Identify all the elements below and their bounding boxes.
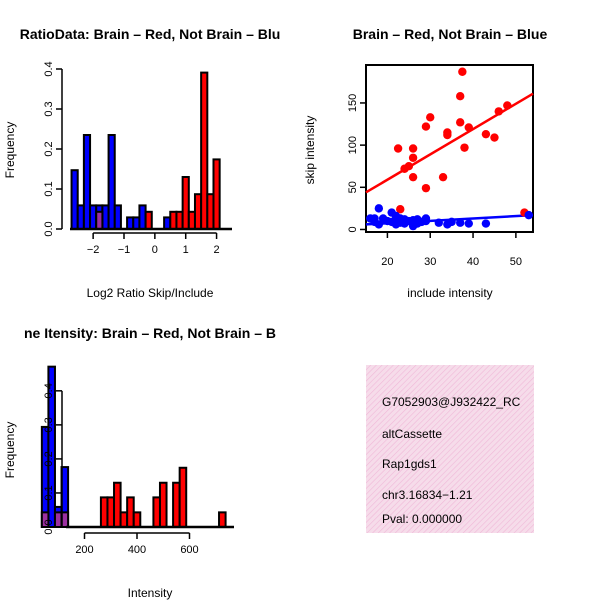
y-tick-label: 0.3: [43, 417, 55, 432]
info-line-probe: G7052903@J932422_RC: [382, 395, 521, 409]
y-tick-label: 0.4: [43, 61, 55, 76]
x-axis: 20 30 40 50: [381, 232, 522, 268]
chart-title: RatioData: Brain – Red, Not Brain – Blu: [20, 26, 281, 42]
panel-scatter: Brain – Red, Not Brain – Blue 20 30 40 50 0…: [303, 26, 547, 300]
y-tick-label: 100: [347, 136, 359, 154]
x-tick-label: 40: [467, 256, 479, 268]
data-point: [503, 101, 512, 110]
data-point: [456, 92, 465, 101]
y-tick-label: 0.4: [43, 383, 55, 398]
info-pval: Pval: 0.000000: [382, 512, 462, 526]
bar-brain: [218, 511, 227, 528]
bars-group: [70, 71, 221, 231]
bar-not-brain: [47, 365, 56, 528]
x-tick-label: 400: [128, 544, 146, 556]
data-point: [524, 210, 533, 220]
bar-brain: [212, 158, 221, 230]
y-axis-label: skip intensity: [303, 116, 317, 185]
data-point: [464, 123, 473, 132]
data-point: [481, 219, 491, 228]
data-point: [460, 143, 469, 152]
data-point: [438, 172, 448, 182]
y-axis: 0.0 0.1 0.2 0.3 0.4: [43, 61, 63, 237]
info-line-gene: Rap1gds1: [382, 457, 437, 471]
data-point: [456, 218, 465, 227]
data-point: [494, 107, 503, 116]
data-point: [408, 172, 418, 182]
data-point: [404, 162, 414, 171]
x-tick-label: 200: [75, 544, 93, 556]
bars-group: [40, 365, 227, 529]
data-point: [464, 219, 473, 228]
y-axis-label: Frequency: [3, 422, 17, 479]
panel-info-box: G7052903@J932422_RC altCassette Rap1gds1…: [366, 365, 600, 533]
data-point: [396, 205, 405, 214]
data-point: [393, 144, 403, 153]
data-point: [490, 133, 499, 142]
data-point: [443, 130, 452, 140]
y-axis: 0 50 100 150: [347, 94, 366, 233]
x-tick-label: 2: [214, 244, 220, 256]
data-point: [481, 129, 491, 139]
bar-not-brain: [113, 204, 122, 230]
bar-overlap: [40, 511, 50, 528]
bar-brain: [158, 481, 168, 529]
info-overflow-mask: [534, 390, 600, 414]
data-point: [408, 153, 418, 162]
chart-title: Brain – Red, Not Brain – Blue: [353, 26, 548, 42]
y-axis: 0.0 0.1 0.2 0.3 0.4: [43, 383, 63, 535]
data-point: [408, 144, 418, 153]
x-tick-label: 0: [152, 244, 158, 256]
x-tick-label: 30: [424, 256, 436, 268]
bar-brain: [132, 511, 142, 528]
x-axis: −2 −1 0 1 2: [87, 232, 220, 256]
y-axis-label: Frequency: [3, 122, 17, 179]
data-point: [421, 214, 431, 223]
bar-brain: [178, 466, 188, 529]
y-tick-label: 0: [347, 226, 359, 232]
y-tick-label: 0.1: [43, 485, 55, 500]
data-point: [456, 118, 465, 127]
data-point: [421, 122, 431, 131]
info-line-type: altCassette: [382, 427, 442, 441]
x-axis-label: Log2 Ratio Skip/Include: [87, 286, 214, 300]
fit-line: [365, 92, 534, 194]
data-point: [426, 113, 435, 122]
data-point: [421, 183, 431, 193]
bar-overlap: [95, 210, 104, 231]
data-point: [447, 217, 456, 227]
x-tick-label: 50: [510, 256, 522, 268]
data-point: [374, 204, 384, 213]
chart-title: ne Itensity: Brain – Red, Not Brain – B: [24, 325, 276, 341]
info-line-locus: chr3.16834−1.21: [382, 488, 473, 502]
y-tick-label: 0.2: [43, 141, 55, 156]
x-tick-label: −2: [87, 244, 100, 256]
y-tick-label: 0.0: [43, 221, 55, 236]
data-point: [374, 220, 384, 229]
y-tick-label: 0.1: [43, 181, 55, 196]
y-tick-label: 0.3: [43, 101, 55, 116]
plot-frame: [365, 64, 534, 233]
x-tick-label: 600: [180, 544, 198, 556]
y-tick-label: 150: [347, 94, 359, 112]
y-tick-label: 0.0: [43, 519, 55, 534]
data-point: [434, 218, 443, 227]
panel-ratio-histogram: RatioData: Brain – Red, Not Brain – Blu …: [3, 26, 280, 300]
data-point: [458, 67, 467, 76]
y-tick-label: 50: [347, 181, 359, 193]
x-axis: 200 400 600: [75, 532, 199, 556]
fit-lines: [365, 92, 534, 226]
x-axis-label: include intensity: [407, 286, 492, 300]
bar-brain: [144, 210, 153, 231]
x-tick-label: 20: [381, 256, 393, 268]
x-axis-label: Intensity: [128, 586, 173, 600]
info-background: [366, 365, 534, 533]
x-tick-label: −1: [118, 244, 131, 256]
x-tick-label: 1: [183, 244, 189, 256]
panel-intensity-histogram: ne Itensity: Brain – Red, Not Brain – B …: [3, 325, 276, 600]
y-tick-label: 0.2: [43, 451, 55, 466]
points-group: [366, 67, 533, 231]
